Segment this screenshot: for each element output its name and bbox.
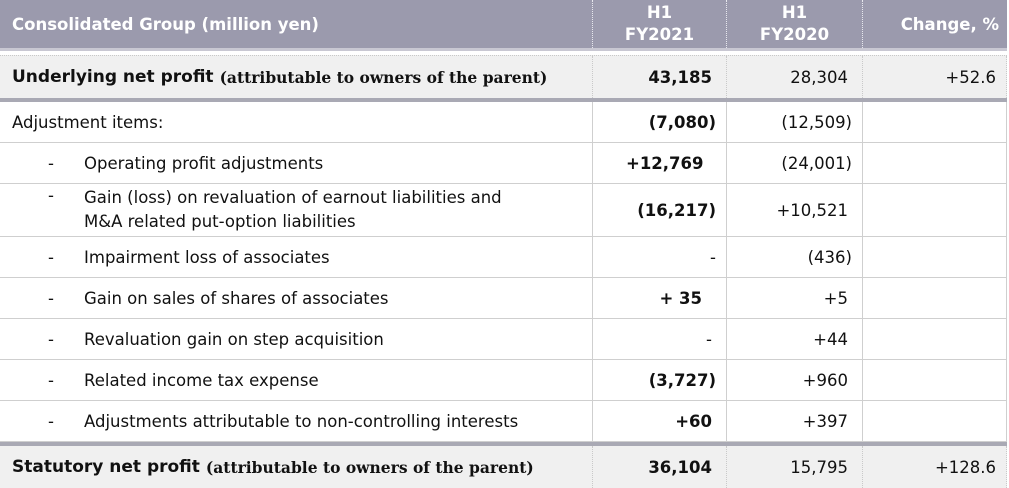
adjustment-items-fy2021: (7,080) (593, 102, 727, 142)
item-change (863, 319, 1007, 359)
header-h1-fy2020: H1 FY2020 (727, 0, 863, 48)
item-dash: - (48, 370, 54, 390)
underlying-note: (attributable to owners of the parent) (219, 67, 548, 87)
underlying-label: Underlying net profit (12, 67, 214, 87)
underlying-label-cell: Underlying net profit (attributable to o… (0, 56, 593, 98)
underlying-fy2020: 28,304 (727, 56, 863, 98)
item-change (863, 237, 1007, 277)
item-label: Related income tax expense (84, 370, 319, 390)
item-fy2021: (16,217) (593, 184, 727, 236)
item-dash: - (48, 186, 54, 205)
table-row: - Revaluation gain on step acquisition -… (0, 319, 1007, 360)
item-fy2021: + 35 (593, 278, 727, 318)
item-label: Impairment loss of associates (84, 247, 330, 267)
header-h1-label: H1 (646, 3, 673, 22)
item-change (863, 278, 1007, 318)
table-row: - Adjustments attributable to non-contro… (0, 401, 1007, 442)
table-row: - Related income tax expense (3,727) +96… (0, 360, 1007, 401)
statutory-label: Statutory net profit (12, 457, 200, 477)
adjustment-items-change (863, 102, 1007, 142)
item-fy2020: +397 (727, 401, 863, 441)
underlying-net-profit-row: Underlying net profit (attributable to o… (0, 55, 1007, 98)
item-dash: - (48, 247, 54, 267)
item-fy2020: +960 (727, 360, 863, 400)
item-label-cell: - Gain on sales of shares of associates (0, 278, 593, 318)
item-fy2020: +44 (727, 319, 863, 359)
table-row: - Impairment loss of associates - (436) (0, 237, 1007, 278)
item-dash: - (48, 153, 54, 173)
item-fy2021: (3,727) (593, 360, 727, 400)
header-group-label: Consolidated Group (million yen) (0, 0, 593, 48)
adjustment-items-fy2020: (12,509) (727, 102, 863, 142)
item-label: Revaluation gain on step acquisition (84, 329, 384, 349)
item-label: Gain (loss) on revaluation of earnout li… (84, 186, 502, 234)
header-h1-fy2021: H1 FY2021 (593, 0, 727, 48)
header-fy2021-label: FY2021 (624, 25, 695, 44)
item-dash: - (48, 288, 54, 308)
item-change (863, 360, 1007, 400)
item-fy2021: +12,769 (593, 143, 727, 183)
item-label-cell: - Impairment loss of associates (0, 237, 593, 277)
item-label-cell: - Adjustments attributable to non-contro… (0, 401, 593, 441)
item-label-line2: M&A related put-option liabilities (84, 212, 356, 231)
table-row: - Operating profit adjustments +12,769 (… (0, 143, 1007, 184)
statutory-net-profit-row: Statutory net profit (attributable to ow… (0, 446, 1007, 488)
header-h1-label: H1 (781, 3, 808, 22)
adjustment-items-label: Adjustment items: (0, 102, 593, 142)
item-fy2020: +10,521 (727, 184, 863, 236)
item-fy2020: (436) (727, 237, 863, 277)
header-fy2020-label: FY2020 (759, 25, 830, 44)
item-change (863, 184, 1007, 236)
item-fy2020: (24,001) (727, 143, 863, 183)
statutory-note: (attributable to owners of the parent) (205, 457, 534, 477)
item-label-cell: - Gain (loss) on revaluation of earnout … (0, 184, 593, 236)
table-header-row: Consolidated Group (million yen) H1 FY20… (0, 0, 1007, 51)
item-label-line1: Gain (loss) on revaluation of earnout li… (84, 188, 502, 207)
separator (0, 98, 1007, 102)
adjustment-items-row: Adjustment items: (7,080) (12,509) (0, 102, 1007, 143)
item-dash: - (48, 329, 54, 349)
underlying-fy2021: 43,185 (593, 56, 727, 98)
statutory-fy2020: 15,795 (727, 446, 863, 488)
item-label: Gain on sales of shares of associates (84, 288, 389, 308)
statutory-fy2021: 36,104 (593, 446, 727, 488)
table-row: - Gain on sales of shares of associates … (0, 278, 1007, 319)
item-change (863, 401, 1007, 441)
item-label: Operating profit adjustments (84, 153, 324, 173)
statutory-label-cell: Statutory net profit (attributable to ow… (0, 446, 593, 488)
item-fy2021: +60 (593, 401, 727, 441)
table-row: - Gain (loss) on revaluation of earnout … (0, 184, 1007, 237)
item-label-cell: - Related income tax expense (0, 360, 593, 400)
item-change (863, 143, 1007, 183)
header-change-label: Change, % (900, 14, 999, 34)
item-label: Adjustments attributable to non-controll… (84, 411, 519, 431)
underlying-change: +52.6 (863, 56, 1007, 98)
item-dash: - (48, 411, 54, 431)
separator (0, 442, 1007, 446)
item-fy2021: - (593, 319, 727, 359)
item-label-cell: - Operating profit adjustments (0, 143, 593, 183)
item-label-cell: - Revaluation gain on step acquisition (0, 319, 593, 359)
item-fy2021: - (593, 237, 727, 277)
item-fy2020: +5 (727, 278, 863, 318)
statutory-change: +128.6 (863, 446, 1007, 488)
